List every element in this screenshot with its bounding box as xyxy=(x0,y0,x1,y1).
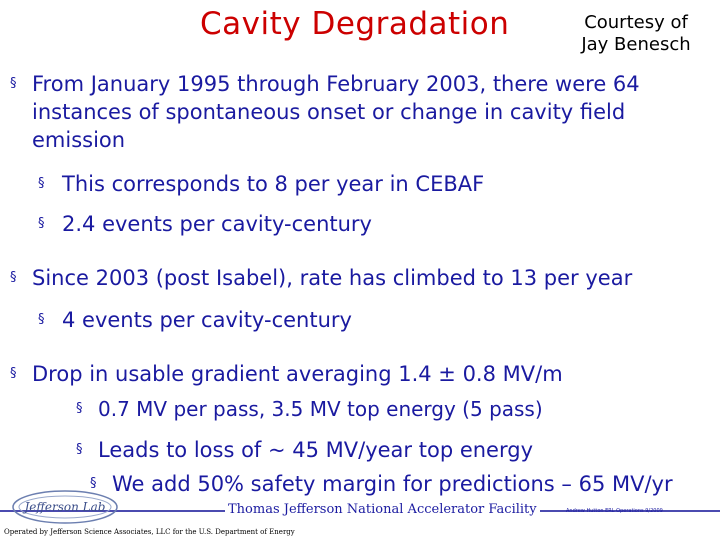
logo-text: Jefferson Lab xyxy=(22,500,106,514)
bullet-marker: § xyxy=(76,442,83,457)
bullet-marker: § xyxy=(38,176,45,191)
bullet-4a: § We add 50% safety margin for predictio… xyxy=(90,470,673,498)
bullet-1b-text: 2.4 events per cavity-century xyxy=(62,212,372,236)
bullet-marker: § xyxy=(10,366,17,381)
bullet-2: § Since 2003 (post Isabel), rate has cli… xyxy=(10,264,632,292)
operated-by: Operated by Jefferson Science Associates… xyxy=(4,528,295,536)
bullet-marker: § xyxy=(76,401,83,416)
jefferson-lab-logo: Jefferson Lab xyxy=(12,490,118,524)
bullet-marker: § xyxy=(90,476,97,491)
bullet-3-text: Drop in usable gradient averaging 1.4 ± … xyxy=(32,362,563,386)
bullet-2a: § 4 events per cavity-century xyxy=(38,306,352,334)
bullet-1b: § 2.4 events per cavity-century xyxy=(38,210,372,238)
bullet-marker: § xyxy=(38,216,45,231)
bullet-3: § Drop in usable gradient averaging 1.4 … xyxy=(10,360,563,388)
bullet-2-text: Since 2003 (post Isabel), rate has climb… xyxy=(32,266,633,290)
bullet-4-text: Leads to loss of ~ 45 MV/year top energy xyxy=(98,438,533,462)
bullet-1-text: From January 1995 through February 2003,… xyxy=(32,72,640,152)
bullet-3a: § 0.7 MV per pass, 3.5 MV top energy (5 … xyxy=(76,395,543,423)
bullet-1a-text: This corresponds to 8 per year in CEBAF xyxy=(62,172,485,196)
logo-ring xyxy=(12,490,118,524)
slide-title: Cavity Degradation xyxy=(200,6,510,42)
bullet-marker: § xyxy=(10,76,17,91)
bullet-marker: § xyxy=(10,270,17,285)
courtesy-line-2: Jay Benesch xyxy=(581,34,691,55)
bullet-4: § Leads to loss of ~ 45 MV/year top ener… xyxy=(76,436,533,464)
presenter-note: Andrew Hutton ERL Operations 9/2009 xyxy=(566,508,663,514)
bullet-1a: § This corresponds to 8 per year in CEBA… xyxy=(38,170,484,198)
logo-ring-inner xyxy=(18,495,112,519)
courtesy-note: Courtesy of Jay Benesch xyxy=(572,12,700,56)
lab-name: Thomas Jefferson National Accelerator Fa… xyxy=(225,502,540,517)
bullet-4a-text: We add 50% safety margin for predictions… xyxy=(112,472,673,496)
bullet-1: § From January 1995 through February 200… xyxy=(10,70,710,154)
bullet-2a-text: 4 events per cavity-century xyxy=(62,308,352,332)
bullet-3a-text: 0.7 MV per pass, 3.5 MV top energy (5 pa… xyxy=(98,397,543,421)
bullet-marker: § xyxy=(38,312,45,327)
courtesy-line-1: Courtesy of xyxy=(584,12,688,33)
